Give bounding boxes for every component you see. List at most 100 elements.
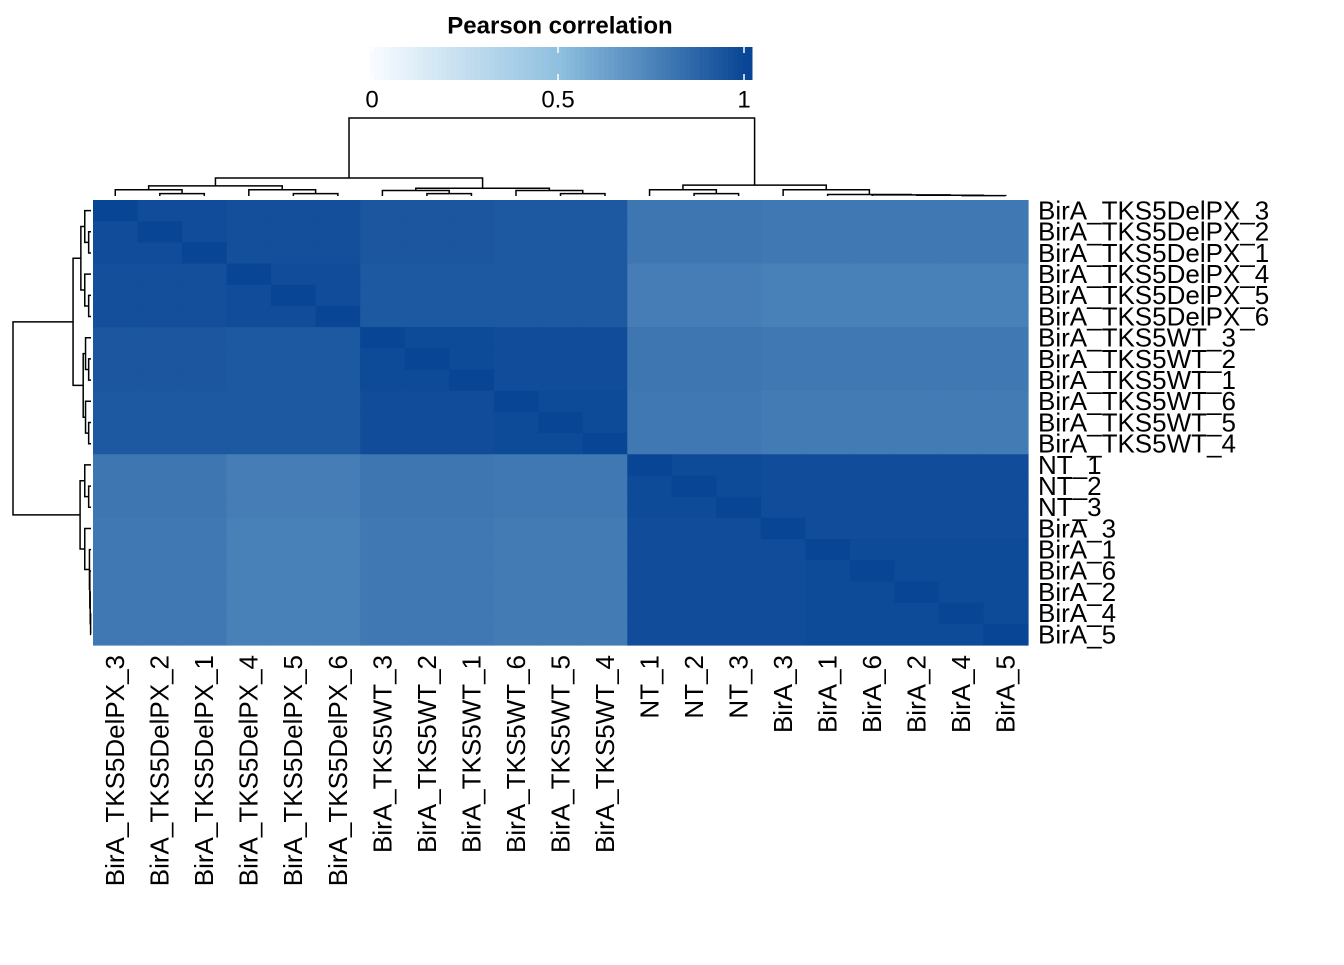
cell	[894, 242, 939, 264]
cell	[227, 433, 272, 455]
cell	[316, 603, 361, 625]
cell	[939, 221, 984, 243]
cell	[271, 475, 316, 497]
cell	[538, 539, 583, 561]
legend-swatch	[695, 47, 700, 80]
legend-swatch	[403, 47, 408, 80]
cell	[894, 560, 939, 582]
cell	[405, 539, 450, 561]
cell	[93, 497, 138, 519]
cell	[494, 581, 539, 603]
legend-swatch	[451, 47, 456, 80]
column-label: NT_2	[679, 655, 709, 719]
legend-swatch	[657, 47, 662, 80]
cell	[583, 264, 628, 286]
cell	[316, 327, 361, 349]
cell	[494, 560, 539, 582]
cell	[627, 475, 672, 497]
cell	[850, 306, 895, 328]
cell	[316, 560, 361, 582]
cell	[538, 221, 583, 243]
cell	[449, 454, 494, 476]
cell	[805, 391, 850, 413]
column-label: BirA_4	[946, 655, 976, 733]
legend-swatch	[518, 47, 523, 80]
cell	[761, 475, 806, 497]
cell	[227, 264, 272, 286]
cell	[850, 454, 895, 476]
cell	[449, 497, 494, 519]
cell	[805, 200, 850, 222]
cell	[316, 264, 361, 286]
legend-swatch	[532, 47, 537, 80]
left-dendrogram	[89, 423, 91, 444]
cell	[316, 581, 361, 603]
column-label: BirA_TKS5DelPX_2	[145, 655, 175, 886]
cell	[983, 475, 1028, 497]
cell	[271, 433, 316, 455]
cell	[805, 518, 850, 540]
cell	[360, 433, 405, 455]
cell	[138, 264, 183, 286]
cell	[316, 454, 361, 476]
cell	[850, 264, 895, 286]
cell	[761, 412, 806, 434]
cell	[138, 475, 183, 497]
cell	[316, 200, 361, 222]
cell	[805, 581, 850, 603]
cell	[583, 242, 628, 264]
cell	[538, 560, 583, 582]
cell	[405, 327, 450, 349]
cell	[449, 624, 494, 646]
cell	[850, 539, 895, 561]
legend-swatch	[594, 47, 599, 80]
legend-swatch	[637, 47, 642, 80]
cell	[761, 370, 806, 392]
cell	[227, 497, 272, 519]
cell	[538, 306, 583, 328]
cell	[227, 285, 272, 307]
cell	[538, 603, 583, 625]
cell	[271, 348, 316, 370]
cell	[182, 412, 227, 434]
cell	[494, 539, 539, 561]
cell	[405, 285, 450, 307]
cell	[93, 285, 138, 307]
cell	[939, 242, 984, 264]
cell	[405, 200, 450, 222]
top-dendrogram	[215, 178, 482, 188]
cell	[627, 624, 672, 646]
cell	[271, 497, 316, 519]
cell	[894, 221, 939, 243]
cell	[761, 454, 806, 476]
cell	[627, 497, 672, 519]
legend-swatch	[561, 47, 566, 80]
cell	[716, 539, 761, 561]
cell	[583, 560, 628, 582]
cell	[805, 242, 850, 264]
cell	[271, 560, 316, 582]
cell	[182, 391, 227, 413]
cell	[850, 412, 895, 434]
legend-swatch	[714, 47, 719, 80]
row-label: BirA_5	[1038, 619, 1116, 649]
cell	[182, 560, 227, 582]
cell	[449, 242, 494, 264]
cell	[805, 327, 850, 349]
cell	[805, 454, 850, 476]
cell	[894, 306, 939, 328]
cell	[983, 497, 1028, 519]
cell	[672, 518, 717, 540]
legend-swatch	[485, 47, 490, 80]
cell	[538, 518, 583, 540]
cell	[360, 242, 405, 264]
cell	[360, 412, 405, 434]
cell	[672, 285, 717, 307]
legend-swatch	[571, 47, 576, 80]
cell	[672, 327, 717, 349]
cell	[405, 497, 450, 519]
cell	[182, 306, 227, 328]
legend-swatch	[614, 47, 619, 80]
column-label: BirA_TKS5DelPX_6	[323, 655, 353, 886]
